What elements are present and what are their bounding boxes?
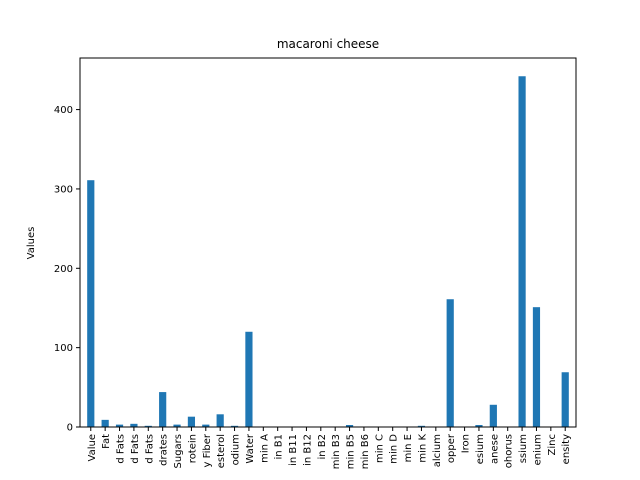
y-tick-label-3: 300: [54, 184, 73, 195]
x-tick-label-22: min E: [403, 434, 414, 462]
x-tick-label-0: Value: [87, 434, 98, 461]
x-tick-label-26: Iron: [461, 434, 472, 453]
x-tick-label-31: enium: [532, 434, 543, 465]
y-axis: 0 100 200 300 400: [54, 105, 80, 434]
bar-30: [518, 76, 526, 427]
x-tick-label-23: min K: [417, 434, 428, 463]
x-tick-label-12: min A: [259, 434, 270, 463]
y-tick-label-0: 0: [67, 423, 73, 434]
y-tick-label-4: 400: [54, 105, 73, 116]
x-tick-label-5: drates: [159, 434, 170, 466]
x-tick-label-20: min C: [374, 434, 385, 463]
x-tick-label-8: y Fiber: [202, 433, 213, 467]
x-tick-label-1: Fat: [101, 434, 112, 449]
x-tick-label-7: rotein: [187, 434, 198, 463]
bar-5: [159, 392, 167, 427]
x-axis: Value Fat d Fats d Fats d Fats drates Sugars ro…: [87, 427, 572, 469]
bar-25: [446, 299, 454, 427]
y-tick-label-1: 100: [54, 343, 73, 354]
x-tick-label-2: d Fats: [116, 434, 127, 464]
bar-27: [475, 425, 483, 427]
bars-group: [87, 76, 569, 427]
x-tick-label-6: Sugars: [173, 434, 184, 468]
bar-23: [417, 425, 426, 427]
x-tick-label-4: d Fats: [144, 434, 155, 464]
x-tick-label-28: anese: [489, 434, 500, 464]
bar-3: [130, 423, 138, 427]
x-tick-label-3: d Fats: [130, 434, 141, 464]
x-tick-label-25: opper: [446, 433, 457, 463]
y-axis-label: Values: [26, 227, 37, 260]
bar-11: [245, 331, 253, 427]
bar-7: [187, 416, 196, 427]
bar-9: [216, 414, 224, 427]
x-tick-label-29: ohorus: [504, 434, 515, 468]
bar-31: [532, 307, 541, 427]
x-tick-label-15: in B12: [302, 434, 313, 466]
x-tick-label-10: odium: [231, 434, 242, 465]
x-tick-label-33: ensity: [561, 434, 572, 464]
x-tick-label-32: Zinc: [547, 434, 558, 455]
x-tick-label-13: in B1: [274, 434, 285, 460]
bar-33: [561, 372, 569, 427]
bar-2: [115, 424, 124, 427]
x-tick-label-14: in B11: [288, 434, 299, 466]
bar-6: [173, 424, 181, 427]
x-tick-label-19: min B6: [360, 434, 371, 469]
bar-28: [489, 404, 497, 427]
x-tick-label-16: in B2: [317, 434, 328, 460]
x-tick-label-24: alcium: [432, 434, 443, 467]
bar-10: [230, 425, 239, 427]
y-tick-label-2: 200: [54, 264, 73, 275]
chart-title: macaroni cheese: [277, 37, 379, 51]
bar-8: [202, 424, 210, 427]
x-tick-label-21: min D: [389, 434, 400, 464]
plot-frame: [79, 57, 577, 428]
x-tick-label-17: min B3: [331, 434, 342, 469]
x-tick-label-27: esium: [475, 434, 486, 464]
x-tick-label-9: esterol: [216, 434, 227, 468]
x-tick-label-11: Water: [245, 433, 256, 463]
bar-0: [87, 180, 95, 427]
bar-1: [101, 419, 109, 427]
bar-18: [345, 425, 354, 427]
x-tick-label-18: min B5: [346, 434, 357, 469]
x-tick-label-30: ssium: [518, 434, 529, 463]
bar-4: [144, 425, 152, 427]
